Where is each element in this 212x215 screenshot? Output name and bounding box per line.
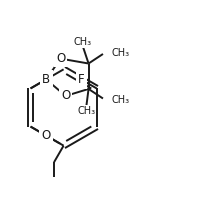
- Text: F: F: [78, 73, 85, 86]
- Text: O: O: [61, 89, 70, 102]
- Text: O: O: [42, 129, 51, 142]
- Text: CH₃: CH₃: [111, 95, 129, 104]
- Text: B: B: [42, 73, 50, 86]
- Text: CH₃: CH₃: [73, 37, 91, 47]
- Text: CH₃: CH₃: [77, 106, 95, 116]
- Text: CH₃: CH₃: [111, 48, 129, 58]
- Text: O: O: [56, 52, 65, 65]
